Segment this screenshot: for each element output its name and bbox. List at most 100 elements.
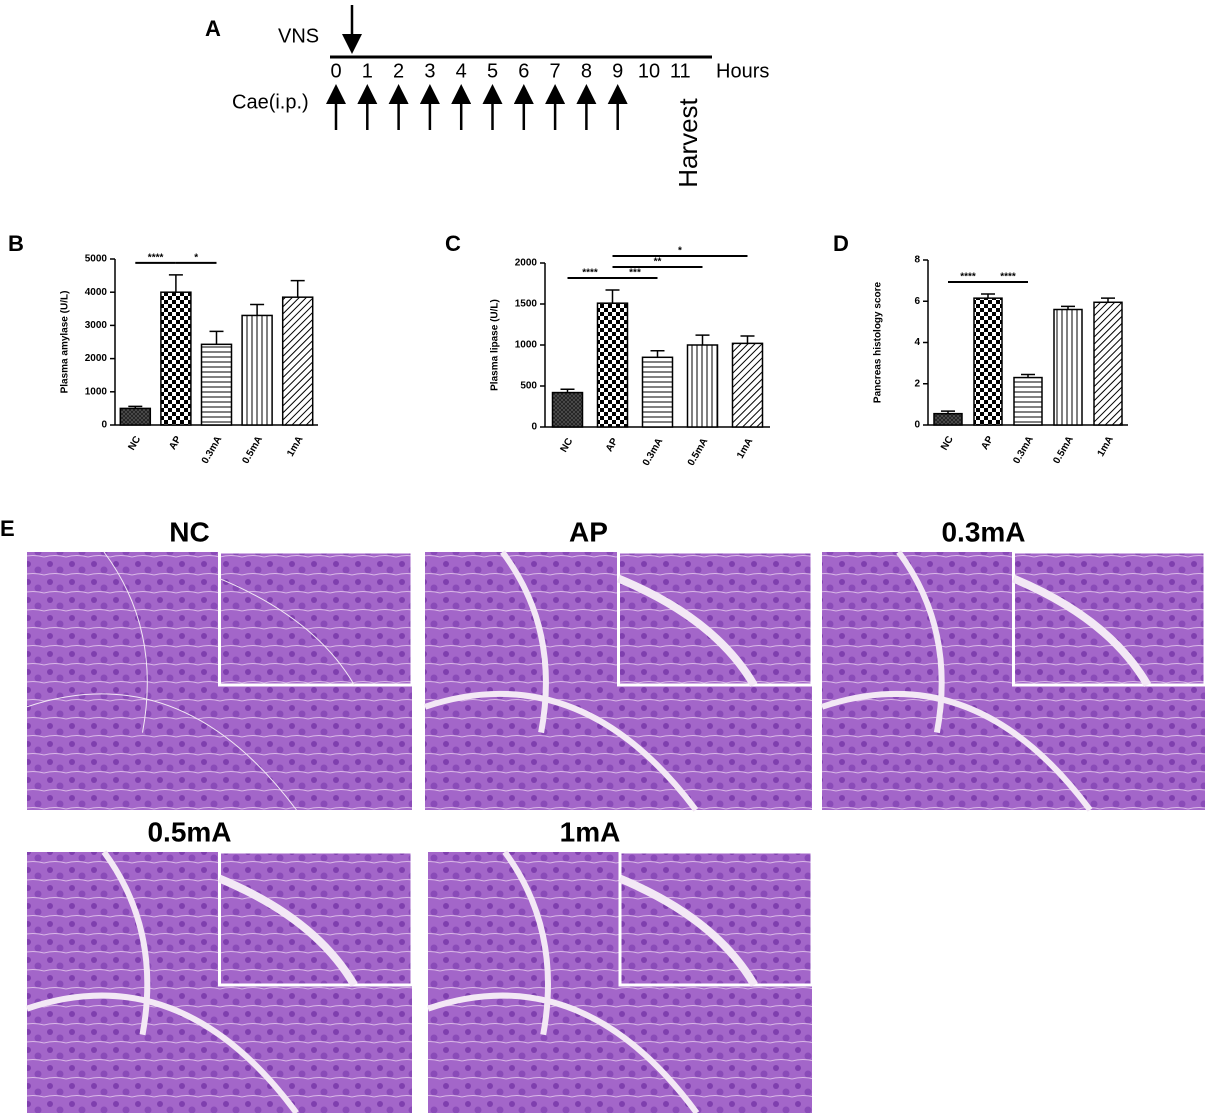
error-bar [168, 274, 183, 293]
hour-label: 7 [550, 60, 561, 82]
x-tick-label: AP [167, 434, 184, 452]
y-tick-label: 3000 [85, 320, 108, 331]
image-title: 1mA [560, 816, 621, 847]
hour-label: 6 [518, 60, 529, 82]
significance-label: **** [582, 268, 598, 279]
significance-label: * [678, 246, 682, 257]
significance-label: *** [629, 268, 641, 279]
panel-label: D [833, 231, 849, 256]
bar [281, 296, 314, 426]
error-bar [560, 388, 575, 393]
bar [641, 356, 674, 428]
y-tick-label: 0 [531, 422, 537, 433]
image-title: 0.5mA [147, 816, 231, 847]
y-tick-label: 2 [914, 378, 920, 389]
bar [973, 297, 1003, 426]
inset-image [1012, 550, 1205, 687]
x-tick-label: AP [979, 434, 996, 452]
y-tick-label: 1000 [515, 340, 538, 351]
y-tick-label: 2000 [85, 353, 108, 364]
bar [1093, 301, 1123, 426]
y-tick-label: 2000 [515, 258, 538, 269]
panel-label: B [8, 231, 24, 256]
image-title: AP [569, 516, 608, 547]
error-bar [740, 335, 755, 344]
error-bar [250, 303, 265, 316]
hour-label: 5 [487, 60, 498, 82]
inset-image [218, 550, 414, 687]
error-bar [941, 410, 955, 414]
inset-image [218, 850, 414, 987]
inset-gap [217, 874, 358, 988]
treatment-label: Cae(i.p.) [232, 91, 309, 113]
harvest-label: Harvest [673, 97, 703, 187]
tissue-gap [427, 850, 700, 1113]
x-tick-label: 0.5mA [1051, 434, 1076, 465]
image-title: 0.3mA [941, 516, 1025, 547]
bar [933, 412, 963, 426]
error-bar [1101, 297, 1115, 303]
x-tick-label: AP [604, 436, 621, 454]
inset-gap [1011, 574, 1152, 687]
bar [596, 302, 629, 428]
y-tick-label: 500 [520, 381, 537, 392]
x-tick-label: 0.5mA [686, 436, 711, 467]
y-tick-label: 0 [914, 420, 920, 431]
tissue-gap [424, 550, 699, 812]
error-bar [1061, 305, 1075, 310]
inset-gap [219, 578, 355, 686]
hour-label: 9 [612, 60, 623, 82]
inset-gap [616, 574, 758, 688]
hour-label: 3 [424, 60, 435, 82]
error-bar [650, 349, 665, 358]
error-bar [981, 293, 995, 299]
hour-label: 11 [670, 60, 691, 82]
hour-label: 2 [393, 60, 404, 82]
significance-label: * [194, 253, 198, 264]
x-tick-label: 0.3mA [1011, 434, 1036, 465]
bar [241, 314, 273, 426]
panel-label: A [205, 16, 221, 41]
error-bar [209, 330, 224, 345]
bar [119, 407, 152, 426]
bar [200, 343, 233, 426]
panel-label: C [445, 231, 461, 256]
x-tick-label: NC [559, 436, 576, 454]
hour-label: 4 [456, 60, 467, 82]
bar [731, 342, 764, 428]
x-tick-label: 0.3mA [200, 434, 225, 465]
y-tick-label: 4 [914, 337, 920, 348]
error-bar [1021, 373, 1035, 378]
inset-image [618, 850, 814, 987]
y-tick-label: 0 [101, 420, 107, 431]
x-tick-label: 1mA [735, 436, 755, 460]
image-title: NC [169, 516, 209, 547]
y-tick-label: 1500 [515, 299, 538, 310]
x-tick-label: NC [939, 434, 956, 452]
tissue-gap [26, 551, 297, 811]
x-tick-label: 1mA [1096, 434, 1116, 458]
significance-label: **** [148, 253, 164, 264]
y-tick-label: 5000 [85, 254, 108, 265]
unit-label: Hours [716, 60, 769, 82]
significance-label: **** [1000, 272, 1016, 283]
hour-label: 0 [330, 60, 341, 82]
y-tick-label: 1000 [85, 386, 108, 397]
bar [1053, 308, 1083, 426]
y-axis-title: Pancreas histology score [873, 281, 884, 403]
error-bar [290, 279, 305, 298]
hour-label: 8 [581, 60, 592, 82]
significance-label: **** [960, 272, 976, 283]
bar [160, 291, 192, 426]
tissue-gap [26, 850, 299, 1113]
x-tick-label: 0.3mA [641, 436, 666, 467]
error-bar [695, 334, 710, 345]
panel-label: E [0, 516, 15, 541]
inset-gap [618, 874, 758, 988]
y-axis-title: Plasma amylase (U/L) [60, 291, 71, 394]
bar [1013, 376, 1043, 426]
error-bar [128, 405, 143, 409]
hour-label: 1 [362, 60, 373, 82]
hour-label: 10 [638, 60, 660, 82]
